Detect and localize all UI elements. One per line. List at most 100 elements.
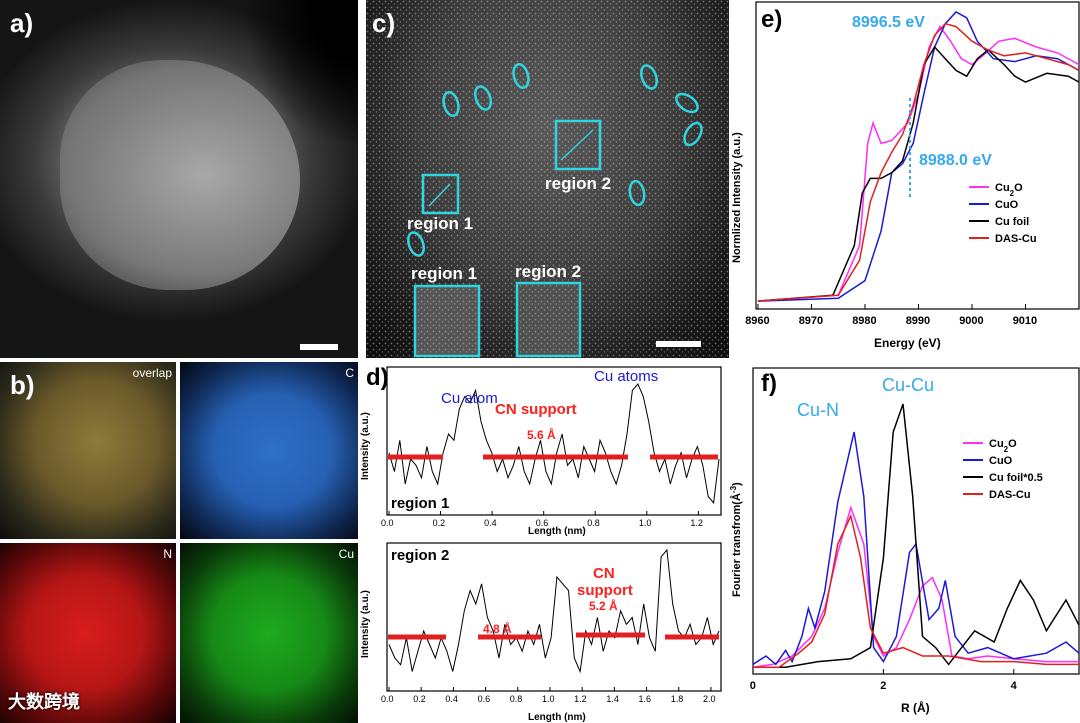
e-x-tick-label: 9000 (959, 315, 983, 327)
eds-tile-carbon: C (180, 362, 358, 539)
panel-e-label: e) (761, 6, 783, 33)
single-atom-circle (628, 179, 646, 207)
single-atom-circle (512, 63, 530, 89)
d1-x-tick-label: 1.2 (690, 518, 703, 528)
e-series-cuo (757, 11, 1080, 302)
d2-x-tick-label: 1.4 (606, 694, 619, 704)
region-2-line (560, 129, 594, 161)
region-2-box (554, 119, 602, 171)
single-atom-circle (442, 91, 460, 117)
e-annot-8996: 8996.5 eV (852, 14, 925, 31)
panel-a-label: a) (10, 8, 34, 38)
panel-d-label: d) (366, 364, 389, 391)
d2-ylabel: Intensity (a.u.) (360, 590, 371, 658)
panel-f-svg: 0 2 4 Cu-N Cu-Cu R (Å) Fourier transfrom(Å… (729, 367, 1080, 715)
e-x-tick-label: 8990 (906, 315, 930, 327)
d2-x-tick-label: 1.0 (542, 694, 555, 704)
e-x-tick-label: 8980 (852, 315, 876, 327)
d1-annot-region: region 1 (391, 495, 449, 512)
panel-a-tem-image: a) (0, 0, 358, 358)
f-legend-label: Cu foil*0.5 (989, 472, 1043, 484)
d1-x-tick-label: 0.0 (381, 518, 394, 528)
panel-c-scale-bar (656, 341, 701, 347)
d1-ylabel: Intensity (a.u.) (360, 412, 371, 480)
eds-tile-overlap: overlap (0, 362, 176, 539)
e-legend-label: DAS-Cu (995, 233, 1037, 245)
d2-annot-support: support (577, 582, 633, 599)
f-series-cu-foil-0-5 (753, 403, 1080, 668)
watermark-logo: 大数跨境 (8, 692, 80, 713)
d1-x-tick-label: 1.0 (639, 518, 652, 528)
e-legend-label: CuO (995, 199, 1019, 211)
f-x-tick-label: 2 (880, 680, 886, 692)
f-ylabel: Fourier transfrom(Å-3) (729, 482, 743, 597)
d2-x-tick-label: 0.2 (413, 694, 426, 704)
d2-profile-line (388, 548, 720, 674)
e-legend-label: Cu2O (995, 182, 1023, 198)
single-atom-circle (473, 85, 493, 111)
region-1-box (421, 173, 460, 215)
d1-frame (386, 366, 722, 516)
panel-f-exafs: 0 2 4 Cu-N Cu-Cu R (Å) Fourier transfrom(Å… (729, 362, 1080, 723)
d1-annot-cu-atoms: Cu atoms (594, 368, 658, 385)
e-annot-8988: 8988.0 eV (919, 152, 992, 169)
f-legend-label: Cu2O (989, 438, 1017, 454)
f-x-tick-label: 4 (1011, 680, 1018, 692)
e-legend-label: Cu foil (995, 216, 1029, 228)
inset-region-1-texture (417, 288, 477, 354)
panel-a-dark-edge (248, 0, 358, 140)
panel-e-xanes: 8960 8970 8980 8990 9000 9010 8996.5 eV 8988.… (729, 0, 1080, 362)
d2-x-tick-label: 0.0 (381, 694, 394, 704)
eds-tile-label-nitrogen: N (163, 547, 172, 561)
d2-annot-distance-2: 5.2 Å (589, 598, 618, 613)
d1-x-tick-label: 0.8 (587, 518, 600, 528)
panel-c-haadf-image: c) region 1 region 2 region 1 region 2 (366, 0, 729, 358)
d1-x-tick-label: 0.6 (536, 518, 549, 528)
f-series-cu2o (752, 505, 1079, 668)
e-x-tick-label: 8970 (799, 315, 823, 327)
d1-annot-distance: 5.6 Å (527, 427, 556, 442)
e-x-tick-label: 9010 (1013, 315, 1037, 327)
eds-tile-label-overlap: overlap (132, 366, 172, 380)
single-atom-circle (675, 92, 699, 114)
single-atom-circle (639, 64, 659, 90)
e-frame (755, 1, 1080, 310)
panel-e-svg: 8960 8970 8980 8990 9000 9010 8996.5 eV 8988.… (731, 1, 1080, 350)
d1-profile-line (388, 383, 720, 504)
f-legend-label: DAS-Cu (989, 489, 1031, 501)
inset-2-label: region 2 (515, 262, 582, 281)
e-ylabel: Normlized Intensity (a.u.) (731, 132, 743, 263)
e-series-das-cu (757, 22, 1080, 302)
d1-annot-cu-atom: Cu atom (441, 390, 498, 407)
d1-x-tick-label: 0.2 (433, 518, 446, 528)
f-frame (752, 367, 1080, 675)
f-annot-cu-n: Cu-N (797, 400, 839, 420)
f-xlabel: R (Å) (901, 700, 930, 715)
e-x-tick-label: 8960 (745, 315, 769, 327)
inset-1-label: region 1 (411, 264, 478, 283)
d2-x-tick-label: 2.0 (703, 694, 716, 704)
inset-region-2-texture (519, 285, 578, 354)
d2-x-tick-label: 1.2 (574, 694, 587, 704)
d1-annot-cn-support: CN support (495, 401, 577, 418)
d2-x-tick-label: 0.8 (510, 694, 523, 704)
panel-c-label: c) (372, 8, 396, 38)
d2-x-tick-label: 1.6 (639, 694, 652, 704)
d2-x-tick-label: 0.6 (478, 694, 491, 704)
single-atom-circle (406, 231, 426, 257)
region-2-label: region 2 (545, 174, 612, 193)
d2-annot-distance-1: 4.8 Å (483, 621, 512, 636)
f-annot-cu-cu: Cu-Cu (882, 375, 934, 395)
panel-a-scale-bar (300, 344, 338, 350)
panel-d-line-profiles: 0.0 0.2 0.4 0.6 0.8 1.0 1.2 0.0 0.2 0.4 0.6 0.8 1.0… (358, 362, 728, 723)
eds-tile-nitrogen: N (0, 543, 176, 723)
d1-x-tick-label: 0.4 (484, 518, 497, 528)
d2-annot-cn: CN (593, 565, 615, 582)
eds-tile-label-copper: Cu (338, 547, 354, 561)
panel-b-eds-maps: overlap C N Cu b) (0, 362, 358, 723)
f-legend-label: CuO (989, 455, 1013, 467)
d2-frame (386, 542, 722, 692)
f-series-cuo (752, 431, 1080, 666)
single-atom-circle (683, 121, 703, 147)
panel-d-svg: 0.0 0.2 0.4 0.6 0.8 1.0 1.2 0.0 0.2 0.4 0.6 0.8 1.0… (360, 366, 722, 723)
